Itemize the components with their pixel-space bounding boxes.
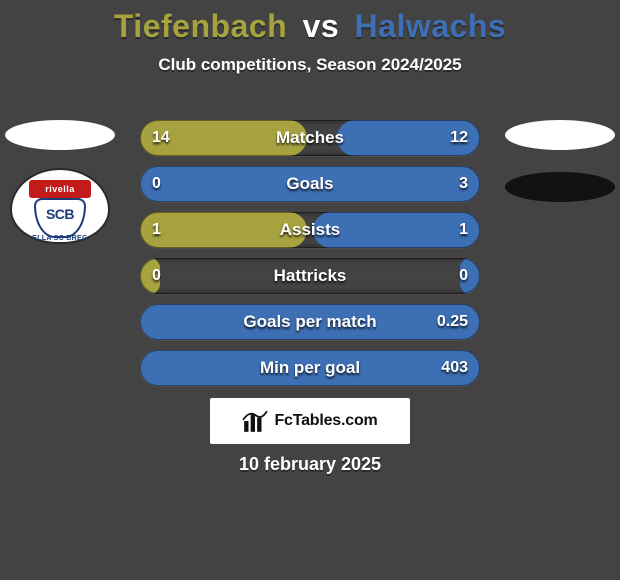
subtitle: Club competitions, Season 2024/2025 bbox=[0, 55, 620, 75]
comparison-bar: 1412Matches bbox=[140, 120, 480, 156]
left-club-logo: rivella SCB ELLA SC BREG bbox=[10, 168, 110, 244]
club-banner: rivella bbox=[29, 180, 91, 198]
comparison-bar: 403Min per goal bbox=[140, 350, 480, 386]
left-player-badge bbox=[5, 120, 115, 150]
club-ring-text: ELLA SC BREG bbox=[10, 235, 110, 242]
title-player2: Halwachs bbox=[355, 8, 507, 44]
footer-date: 10 february 2025 bbox=[0, 454, 620, 475]
bar-chart-icon bbox=[242, 408, 268, 434]
title-player1: Tiefenbach bbox=[114, 8, 287, 44]
bar-label: Goals bbox=[140, 166, 480, 202]
right-player-badge-1 bbox=[505, 120, 615, 150]
comparison-bar: 0.25Goals per match bbox=[140, 304, 480, 340]
comparison-bar: 00Hattricks bbox=[140, 258, 480, 294]
comparison-bar: 03Goals bbox=[140, 166, 480, 202]
right-side-column bbox=[500, 120, 620, 220]
club-shield-text: SCB bbox=[36, 206, 84, 222]
bar-label: Min per goal bbox=[140, 350, 480, 386]
branding-box: FcTables.com bbox=[210, 398, 410, 444]
bar-label: Goals per match bbox=[140, 304, 480, 340]
comparison-bar: 11Assists bbox=[140, 212, 480, 248]
bar-label: Hattricks bbox=[140, 258, 480, 294]
page-title: Tiefenbach vs Halwachs bbox=[0, 0, 620, 45]
branding-text: FcTables.com bbox=[274, 412, 377, 430]
bar-label: Matches bbox=[140, 120, 480, 156]
bar-label: Assists bbox=[140, 212, 480, 248]
title-vs: vs bbox=[303, 8, 340, 44]
right-player-badge-2 bbox=[505, 172, 615, 202]
comparison-bars: 1412Matches 03Goals 11Assists 00Hattricks 0.… bbox=[140, 120, 480, 396]
left-side-column: rivella SCB ELLA SC BREG bbox=[0, 120, 120, 244]
